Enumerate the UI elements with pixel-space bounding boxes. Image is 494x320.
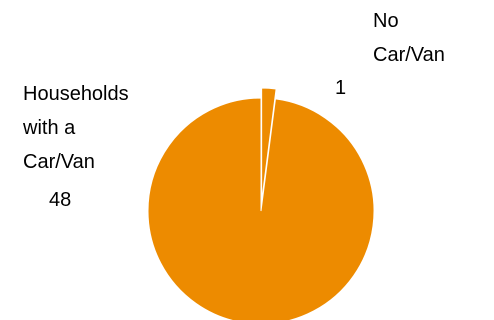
pie-slices: [147, 87, 375, 320]
slice-label-households-line-3: Car/Van: [23, 151, 95, 173]
slice-label-no-car-line-2: Car/Van: [373, 44, 445, 66]
slice-label-households-line-2: with a: [22, 117, 76, 139]
slice-label-households-line-1: Households: [23, 83, 129, 105]
slice-value-households: 48: [49, 189, 71, 211]
pie-slice-0: [261, 87, 277, 202]
slice-value-no-car: 1: [335, 77, 346, 99]
pie-slice-1: [147, 97, 375, 320]
slice-label-no-car-line-1: No: [373, 10, 399, 32]
